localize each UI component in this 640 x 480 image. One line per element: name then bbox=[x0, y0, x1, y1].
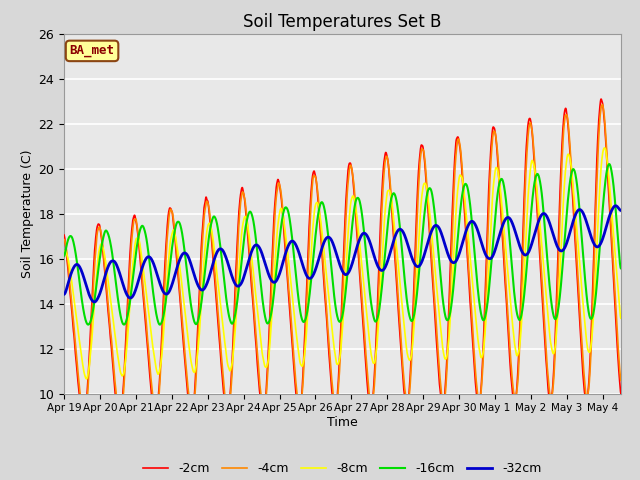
-8cm bbox=[617, 315, 625, 321]
X-axis label: Time: Time bbox=[327, 416, 358, 429]
-8cm bbox=[331, 351, 339, 357]
-16cm bbox=[601, 182, 609, 188]
Text: BA_met: BA_met bbox=[70, 44, 115, 58]
-32cm bbox=[60, 291, 68, 297]
-32cm bbox=[331, 247, 339, 252]
-8cm bbox=[600, 145, 608, 151]
-8cm bbox=[601, 145, 609, 151]
Title: Soil Temperatures Set B: Soil Temperatures Set B bbox=[243, 12, 442, 31]
-16cm bbox=[605, 161, 613, 167]
-8cm bbox=[499, 212, 506, 217]
-32cm bbox=[90, 299, 98, 305]
-8cm bbox=[83, 376, 90, 382]
-16cm bbox=[89, 310, 97, 315]
-4cm bbox=[331, 402, 339, 408]
-4cm bbox=[601, 120, 609, 126]
-2cm bbox=[602, 130, 609, 136]
Line: -16cm: -16cm bbox=[64, 164, 621, 324]
-32cm bbox=[88, 298, 96, 304]
Y-axis label: Soil Temperature (C): Soil Temperature (C) bbox=[21, 149, 34, 278]
-16cm bbox=[84, 322, 92, 327]
-16cm bbox=[60, 253, 68, 259]
-8cm bbox=[602, 146, 609, 152]
-16cm bbox=[316, 202, 324, 207]
-32cm bbox=[617, 207, 625, 213]
-2cm bbox=[89, 284, 97, 289]
-2cm bbox=[331, 405, 339, 411]
-16cm bbox=[617, 265, 625, 271]
Line: -2cm: -2cm bbox=[64, 99, 621, 419]
-32cm bbox=[601, 230, 609, 236]
-4cm bbox=[89, 297, 97, 303]
-32cm bbox=[499, 222, 506, 228]
-8cm bbox=[60, 248, 68, 254]
-2cm bbox=[499, 238, 506, 244]
-2cm bbox=[601, 126, 609, 132]
Legend: -2cm, -4cm, -8cm, -16cm, -32cm: -2cm, -4cm, -8cm, -16cm, -32cm bbox=[138, 457, 547, 480]
-16cm bbox=[331, 300, 339, 306]
-4cm bbox=[617, 377, 625, 383]
-2cm bbox=[617, 390, 625, 396]
Line: -8cm: -8cm bbox=[64, 148, 621, 379]
-32cm bbox=[612, 203, 620, 209]
-32cm bbox=[316, 251, 324, 257]
-32cm bbox=[601, 229, 609, 235]
-4cm bbox=[60, 237, 68, 242]
-2cm bbox=[79, 416, 87, 421]
-2cm bbox=[597, 96, 605, 102]
-4cm bbox=[81, 412, 88, 418]
-2cm bbox=[316, 227, 324, 232]
-4cm bbox=[598, 102, 606, 108]
-4cm bbox=[499, 228, 506, 233]
-8cm bbox=[316, 215, 324, 220]
-2cm bbox=[60, 232, 68, 238]
-4cm bbox=[316, 218, 324, 224]
-4cm bbox=[602, 124, 609, 130]
-16cm bbox=[601, 185, 609, 191]
Line: -4cm: -4cm bbox=[64, 105, 621, 415]
-16cm bbox=[499, 178, 506, 183]
Line: -32cm: -32cm bbox=[64, 206, 621, 302]
-8cm bbox=[89, 325, 97, 331]
